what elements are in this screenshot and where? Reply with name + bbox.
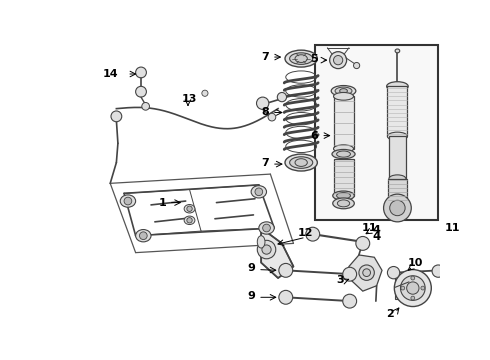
Text: 14: 14 — [103, 69, 119, 79]
Text: 7: 7 — [261, 52, 269, 62]
Bar — [388, 179, 407, 202]
Circle shape — [411, 296, 415, 300]
Ellipse shape — [251, 186, 267, 198]
Bar — [334, 96, 353, 149]
Circle shape — [279, 264, 293, 277]
Circle shape — [407, 282, 419, 294]
Ellipse shape — [259, 222, 274, 234]
Ellipse shape — [334, 93, 354, 100]
Ellipse shape — [337, 151, 350, 157]
Ellipse shape — [295, 55, 307, 62]
Ellipse shape — [389, 175, 406, 183]
Ellipse shape — [337, 193, 350, 199]
Ellipse shape — [136, 230, 151, 242]
Polygon shape — [349, 255, 382, 291]
Circle shape — [279, 291, 293, 304]
Circle shape — [384, 194, 411, 222]
Ellipse shape — [388, 132, 408, 141]
Circle shape — [268, 113, 276, 121]
Text: 3: 3 — [336, 275, 343, 285]
Circle shape — [202, 90, 208, 96]
Ellipse shape — [332, 149, 355, 159]
Ellipse shape — [395, 49, 400, 53]
Text: 2: 2 — [386, 309, 393, 319]
Circle shape — [359, 265, 374, 280]
Bar — [395, 276, 409, 299]
Ellipse shape — [184, 204, 195, 213]
Text: 11: 11 — [361, 223, 377, 233]
Text: 5: 5 — [311, 54, 318, 64]
Text: 8: 8 — [261, 108, 269, 117]
Polygon shape — [261, 228, 294, 278]
Circle shape — [277, 93, 287, 102]
Ellipse shape — [333, 191, 354, 200]
Ellipse shape — [335, 87, 352, 95]
Circle shape — [354, 62, 360, 69]
Circle shape — [111, 111, 122, 122]
Ellipse shape — [331, 86, 356, 96]
Circle shape — [400, 276, 425, 300]
Text: 10: 10 — [408, 258, 423, 267]
Text: 1: 1 — [159, 198, 167, 208]
Ellipse shape — [340, 89, 347, 93]
Ellipse shape — [337, 200, 350, 207]
Circle shape — [136, 67, 147, 78]
Circle shape — [262, 245, 271, 254]
Circle shape — [421, 286, 425, 290]
Circle shape — [432, 265, 444, 277]
Ellipse shape — [295, 159, 307, 166]
Circle shape — [363, 269, 370, 276]
Circle shape — [124, 197, 132, 205]
Circle shape — [257, 97, 269, 109]
Circle shape — [401, 286, 405, 290]
Text: 9: 9 — [247, 291, 255, 301]
Bar — [315, 45, 438, 220]
Bar — [334, 159, 353, 195]
Ellipse shape — [285, 154, 318, 171]
Text: 4: 4 — [372, 230, 381, 243]
Text: 11: 11 — [445, 223, 461, 233]
Ellipse shape — [334, 145, 354, 153]
Ellipse shape — [290, 157, 313, 168]
Circle shape — [330, 52, 346, 69]
Circle shape — [140, 232, 147, 239]
Circle shape — [306, 227, 319, 241]
Text: 4: 4 — [373, 225, 381, 235]
Ellipse shape — [387, 82, 408, 91]
Circle shape — [394, 270, 431, 306]
Bar — [389, 136, 406, 179]
Circle shape — [356, 237, 370, 250]
Bar — [388, 86, 408, 136]
Text: 7: 7 — [261, 158, 269, 167]
Circle shape — [343, 267, 357, 281]
Ellipse shape — [290, 53, 313, 64]
Ellipse shape — [184, 216, 195, 225]
Ellipse shape — [120, 195, 136, 207]
Text: 13: 13 — [182, 94, 197, 104]
Ellipse shape — [333, 198, 354, 209]
Circle shape — [334, 55, 343, 65]
Ellipse shape — [285, 50, 318, 67]
Circle shape — [388, 266, 400, 279]
Circle shape — [187, 206, 192, 211]
Ellipse shape — [257, 236, 265, 248]
Circle shape — [136, 86, 147, 97]
Circle shape — [343, 294, 357, 308]
Text: 12: 12 — [297, 228, 313, 238]
Circle shape — [390, 200, 405, 216]
Text: 6: 6 — [310, 131, 318, 141]
Text: 9: 9 — [247, 263, 255, 273]
Circle shape — [263, 224, 270, 232]
Circle shape — [257, 240, 276, 259]
Circle shape — [142, 103, 149, 110]
Circle shape — [255, 188, 263, 195]
Circle shape — [187, 217, 192, 223]
Circle shape — [411, 276, 415, 280]
